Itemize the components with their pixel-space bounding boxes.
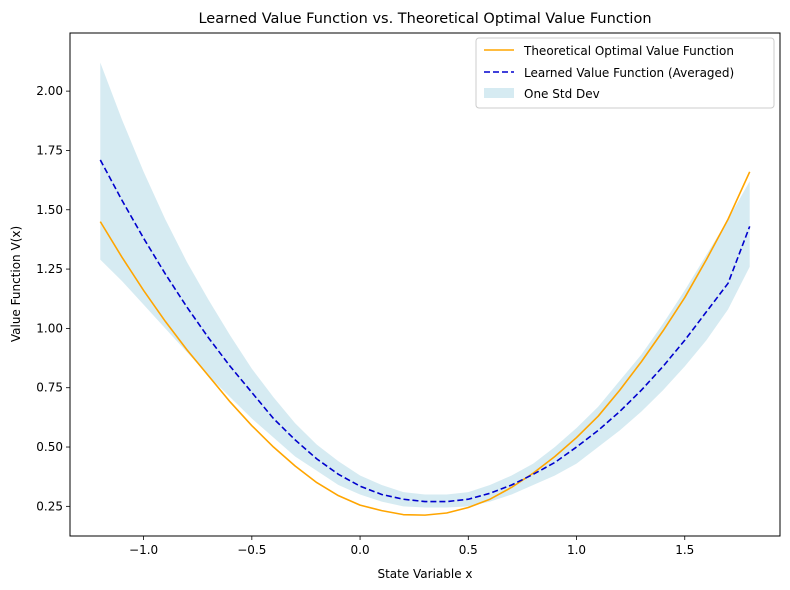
legend-swatch-std-dev	[484, 88, 514, 98]
plot-area	[99, 62, 751, 516]
series-line-learned	[99, 159, 751, 503]
x-tick-label: 0.0	[351, 543, 370, 557]
y-tick-label: 0.75	[36, 381, 63, 395]
chart-title: Learned Value Function vs. Theoretical O…	[198, 11, 651, 27]
x-axis: −1.0 −0.5 0.0 0.5 1.0 1.5	[129, 536, 694, 557]
y-axis: 0.25 0.50 0.75 1.00 1.25 1.50 1.75 2.00	[36, 84, 70, 513]
legend: Theoretical Optimal Value Function Learn…	[475, 37, 775, 109]
legend-frame	[475, 37, 775, 109]
y-tick-label: 0.50	[36, 440, 63, 454]
legend-label-learned: Learned Value Function (Averaged)	[524, 66, 734, 80]
y-tick-label: 2.00	[36, 84, 63, 98]
y-tick-label: 1.50	[36, 203, 63, 217]
legend-label-theoretical: Theoretical Optimal Value Function	[523, 44, 734, 58]
y-tick-label: 0.25	[36, 499, 63, 513]
x-tick-label: −0.5	[237, 543, 266, 557]
std-dev-band	[100, 62, 750, 508]
series-line-theoretical	[99, 171, 751, 516]
legend-label-std-dev: One Std Dev	[524, 87, 600, 101]
x-tick-label: 1.0	[567, 543, 586, 557]
y-tick-label: 1.00	[36, 321, 63, 335]
y-tick-label: 1.25	[36, 262, 63, 276]
x-tick-label: −1.0	[129, 543, 158, 557]
x-tick-label: 1.5	[675, 543, 694, 557]
x-axis-label: State Variable x	[377, 567, 472, 581]
plot-frame	[69, 32, 781, 537]
x-tick-label: 0.5	[459, 543, 478, 557]
y-axis-label: Value Function V(x)	[9, 226, 23, 342]
y-tick-label: 1.75	[36, 143, 63, 157]
